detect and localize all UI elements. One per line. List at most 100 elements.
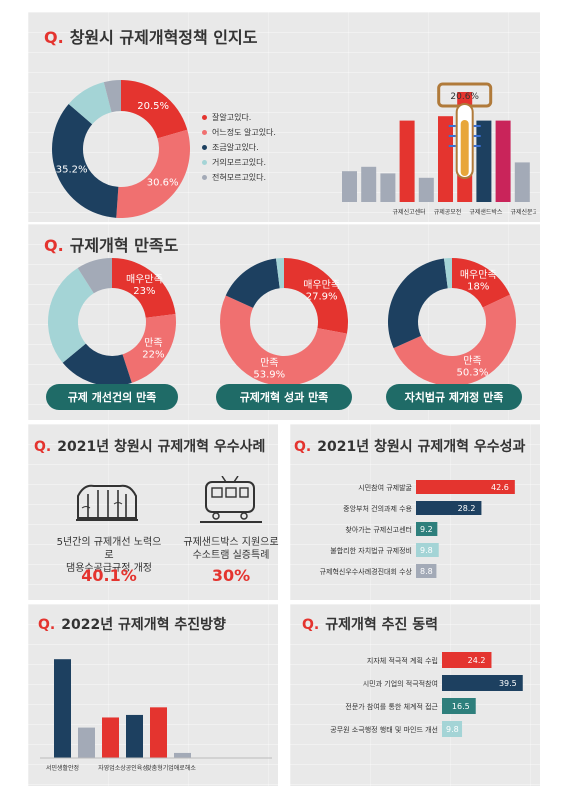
legend-item: 전혀모르고있다. [202, 170, 276, 185]
bar [78, 727, 95, 758]
bar [438, 116, 453, 202]
bar [150, 707, 167, 758]
highlight-label: 20.6% [450, 92, 479, 102]
section-drive-title: Q. 규제개혁 추진 동력 [302, 617, 439, 633]
case-tram-percent: 30% [211, 566, 251, 585]
donut-slice [284, 258, 348, 334]
bar [495, 120, 511, 202]
donut-slice [103, 80, 121, 113]
bar [416, 480, 515, 494]
bar-category: 불합리한 자치법규 규제정비 [330, 546, 412, 555]
bar-value: 28.2 [458, 504, 476, 513]
legend-item: 어느정도 알고있다. [202, 125, 276, 140]
bar-category: 공무원 소극행정 행태 및 마인드 개선 [330, 725, 438, 734]
donut-slice [48, 267, 94, 363]
legend-item: 잘알고있다. [202, 110, 276, 125]
section-performance-panel [290, 424, 540, 600]
bar [476, 120, 492, 202]
dam-icon [76, 484, 138, 521]
pill-performance: 규제개혁 성과 만족 [216, 384, 352, 410]
bar [416, 543, 439, 557]
donut-slice [77, 258, 112, 294]
legend-swatch [202, 175, 207, 180]
satisfaction-performance-donut: 매우만족 27.9% 만족 53.9% [219, 258, 348, 387]
section-performance-title: Q. 2021년 창원시 규제개혁 우수성과 [294, 439, 526, 455]
case-dam-percent: 40.1% [81, 566, 137, 585]
donut-slice [112, 258, 176, 318]
thermometer-fill [460, 120, 469, 176]
bar-category: 규제혁신우수사례경진대회 수상 [320, 567, 413, 576]
section-drive-panel [290, 604, 540, 786]
slice-label: 매우만족 23% [126, 274, 163, 298]
slice-label: 만족 53.9% [253, 357, 285, 381]
bar-category: 시민과 기업의 적극적참여 [363, 679, 438, 688]
case-tram-text: 규제샌드박스 지원으로 수소트램 실증특례 [183, 537, 279, 561]
bar [418, 177, 434, 202]
bar [399, 120, 415, 202]
bar-label: 맞춤형기업애로해소 [146, 764, 196, 772]
bar [342, 171, 357, 202]
legend-item: 거의모르고있다. [202, 155, 276, 170]
tram-icon [200, 476, 262, 523]
bar-label: 규제신문고 [510, 208, 536, 216]
legend-swatch [202, 145, 207, 150]
slice-label: 30.6% [147, 178, 179, 189]
donut-slice [121, 80, 188, 139]
bar [442, 652, 492, 668]
satisfaction-ordinance-donut: 매우만족 18% 만족 50.3% [388, 258, 517, 387]
bar-value: 9.8 [420, 546, 433, 555]
section-direction-title: Q. 2022년 규제개혁 추진방향 [38, 617, 226, 633]
bar-category: 시민참여 규제발굴 [358, 483, 412, 492]
slice-label: 만족 22% [142, 337, 164, 361]
legend-swatch [202, 160, 207, 165]
slice-label: 매우만족 18% [460, 269, 497, 293]
bar-value: 16.5 [452, 702, 470, 711]
donut-slice [452, 258, 510, 308]
awareness-legend: 잘알고있다. 어느정도 알고있다. 조금알고있다. 거의모르고있다. 전혀모르고… [202, 110, 276, 185]
donut-slice [68, 82, 112, 125]
slice-label: 20.5% [137, 101, 169, 112]
bar-value: 39.5 [499, 679, 517, 688]
section-cases-title: Q. 2021년 창원시 규제개혁 우수사례 [34, 439, 266, 455]
bar [174, 752, 191, 758]
bar [126, 714, 143, 758]
section-awareness-title: Q. 창원시 규제개혁정책 인지도 [44, 28, 258, 47]
slice-label: 매우만족 27.9% [303, 279, 340, 303]
section-satisfaction-title: Q. 규제개혁 만족도 [44, 236, 179, 255]
bar [442, 721, 463, 737]
bar [416, 564, 437, 578]
bar-value: 9.2 [420, 525, 433, 534]
donut-slice [116, 129, 191, 219]
bar [54, 659, 71, 758]
bar-value: 8.8 [420, 567, 433, 576]
donut-slice [443, 258, 452, 289]
bar-category: 중앙부처 건의과제 수용 [343, 504, 412, 513]
bar [442, 698, 476, 714]
pill-ordinance: 자치법규 제개정 만족 [386, 384, 522, 410]
legend-swatch [202, 115, 207, 120]
bar-category: 지자체 적극적 계획 수립 [367, 656, 438, 665]
bar [514, 162, 530, 202]
bar [361, 166, 377, 202]
drive-bar-chart: 24.2 지자체 적극적 계획 수립 39.5 시민과 기업의 적극적참여 16.5 전문… [330, 652, 523, 737]
donut-slice [219, 295, 347, 387]
donut-slice [225, 258, 280, 308]
bar-label: 규제신고센터 [393, 208, 426, 216]
bar [416, 522, 438, 536]
bar-value: 42.6 [491, 483, 509, 492]
pill-improvement: 규제 개선건의 만족 [46, 384, 178, 410]
performance-bar-chart: 42.6 시민참여 규제발굴 28.2 중앙부처 건의과제 수용 9.2 찾아가는 규제신… [320, 480, 515, 578]
donut-slice [62, 343, 132, 386]
bar-label: 규제공모전 [434, 208, 462, 216]
bar [442, 675, 523, 691]
satisfaction-improvement-donut: 매우만족 23% 만족 22% [48, 258, 176, 386]
slice-label: 35.2% [56, 165, 88, 176]
bar-label: 서민생활안정 [46, 764, 79, 772]
bar-label: 자영업소상공인육성 [98, 764, 148, 772]
bar-value: 9.8 [446, 725, 459, 734]
donut-slice [393, 294, 517, 387]
case-dam-text: 5년간의 규제개선 노력으로 댐용수공급규정 개정 [56, 537, 162, 574]
legend-item: 조금알고있다. [202, 140, 276, 155]
bar-category: 전문가 참여를 통한 체계적 접근 [345, 702, 438, 711]
